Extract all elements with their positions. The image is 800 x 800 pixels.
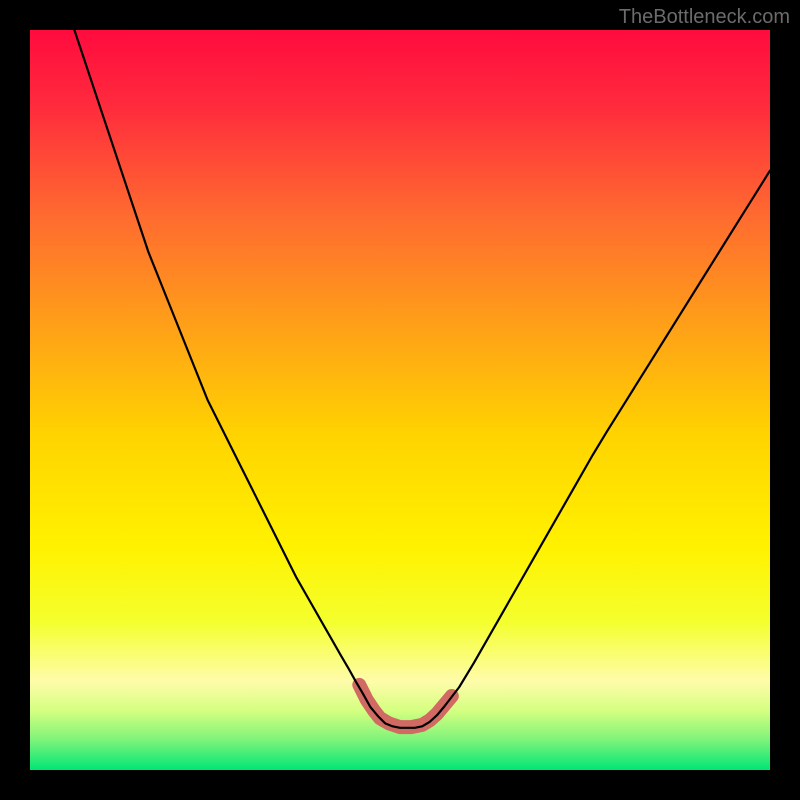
curve-layer <box>30 30 770 770</box>
watermark-text: TheBottleneck.com <box>619 6 790 29</box>
bottleneck-highlight <box>359 685 452 727</box>
plot-area <box>30 30 770 770</box>
bottleneck-curve <box>74 30 770 728</box>
chart-frame <box>0 0 800 800</box>
